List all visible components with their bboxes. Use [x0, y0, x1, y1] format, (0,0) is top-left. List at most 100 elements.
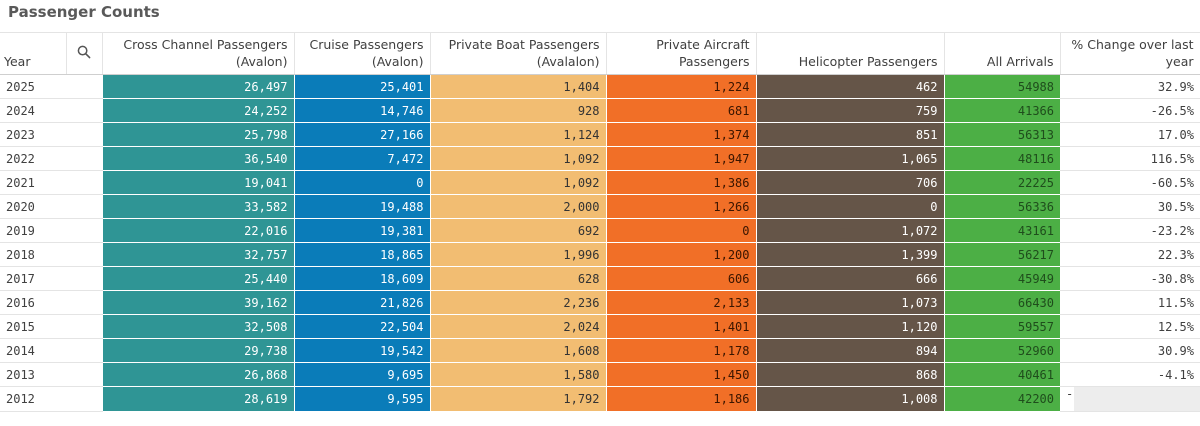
column-header-private-aircraft[interactable]: Private Aircraft Passengers — [606, 32, 757, 75]
cell-cruise: 7,472 — [293, 146, 430, 171]
cell-year[interactable]: 2020 — [0, 194, 66, 219]
table-row[interactable]: 2019 22,016 19,381 692 0 1,072 43161 -23.2% — [0, 218, 1200, 243]
cell-spacer — [66, 362, 102, 387]
cell-private-boat: 1,092 — [429, 170, 606, 195]
column-header-cross-channel[interactable]: Cross Channel Passengers (Avalon) — [102, 32, 295, 75]
cell-spacer — [66, 242, 102, 267]
cell-cross-channel: 39,162 — [101, 290, 294, 315]
table-row[interactable]: 2021 19,041 0 1,092 1,386 706 22225 -60.5% — [0, 170, 1200, 195]
cell-pct-change: -60.5% — [1060, 170, 1200, 195]
table-row[interactable]: 2025 26,497 25,401 1,404 1,224 462 54988 32.9% — [0, 74, 1200, 99]
cell-private-boat: 628 — [429, 266, 606, 291]
cell-spacer — [66, 266, 102, 291]
column-header-helicopter[interactable]: Helicopter Passengers — [756, 32, 945, 75]
cell-spacer — [66, 74, 102, 99]
column-header-all-arrivals[interactable]: All Arrivals — [944, 32, 1061, 75]
cell-cross-channel: 26,868 — [101, 362, 294, 387]
cell-private-boat: 1,124 — [429, 122, 606, 147]
cell-private-aircraft: 1,374 — [605, 122, 756, 147]
cell-all-arrivals: 52960 — [943, 338, 1060, 363]
cell-cross-channel: 19,041 — [101, 170, 294, 195]
table-row[interactable]: 2014 29,738 19,542 1,608 1,178 894 52960 30.9% — [0, 338, 1200, 363]
cell-year[interactable]: 2012 — [0, 386, 66, 412]
cell-private-aircraft: 1,947 — [605, 146, 756, 171]
cell-private-aircraft: 1,224 — [605, 74, 756, 99]
column-header-private-boat[interactable]: Private Boat Passengers (Avalalon) — [430, 32, 607, 75]
cell-year[interactable]: 2017 — [0, 266, 66, 291]
cell-cruise: 9,695 — [293, 362, 430, 387]
cell-helicopter: 1,072 — [755, 218, 944, 243]
passenger-counts-table: Year Cross Channel Passengers (Avalon) C… — [0, 32, 1200, 412]
cell-year[interactable]: 2023 — [0, 122, 66, 147]
cell-all-arrivals: 56336 — [943, 194, 1060, 219]
search-icon — [77, 45, 91, 58]
cell-helicopter: 851 — [755, 122, 944, 147]
table-row[interactable]: 2013 26,868 9,695 1,580 1,450 868 40461 -4.1% — [0, 362, 1200, 387]
cell-year[interactable]: 2015 — [0, 314, 66, 339]
cell-cross-channel: 25,798 — [101, 122, 294, 147]
column-header-pct-change[interactable]: % Change over last year — [1060, 32, 1200, 75]
cell-cross-channel: 32,757 — [101, 242, 294, 267]
cell-cross-channel: 28,619 — [101, 386, 294, 412]
cell-private-boat: 1,092 — [429, 146, 606, 171]
cell-private-boat: 1,996 — [429, 242, 606, 267]
cell-year[interactable]: 2022 — [0, 146, 66, 171]
cell-private-boat: 1,580 — [429, 362, 606, 387]
column-search-button[interactable] — [66, 32, 103, 75]
cell-helicopter: 462 — [755, 74, 944, 99]
cell-cruise: 19,542 — [293, 338, 430, 363]
table-row[interactable]: 2017 25,440 18,609 628 606 666 45949 -30.8% — [0, 266, 1200, 291]
cell-year[interactable]: 2019 — [0, 218, 66, 243]
cell-helicopter: 868 — [755, 362, 944, 387]
cell-private-aircraft: 2,133 — [605, 290, 756, 315]
cell-all-arrivals: 45949 — [943, 266, 1060, 291]
cell-year[interactable]: 2014 — [0, 338, 66, 363]
cell-year[interactable]: 2021 — [0, 170, 66, 195]
cell-cross-channel: 25,440 — [101, 266, 294, 291]
table-row[interactable]: 2016 39,162 21,826 2,236 2,133 1,073 66430 11.5… — [0, 290, 1200, 315]
table-row[interactable]: 2022 36,540 7,472 1,092 1,947 1,065 48116 116.5… — [0, 146, 1200, 171]
cell-pct-change: 30.9% — [1060, 338, 1200, 363]
cell-spacer — [66, 98, 102, 123]
empty-value-shade — [1074, 387, 1200, 411]
cell-cross-channel: 24,252 — [101, 98, 294, 123]
cell-year[interactable]: 2025 — [0, 74, 66, 99]
cell-cross-channel: 33,582 — [101, 194, 294, 219]
table-row[interactable]: 2012 28,619 9,595 1,792 1,186 1,008 42200- — [0, 386, 1200, 412]
cell-private-boat: 2,024 — [429, 314, 606, 339]
cell-cruise: 19,381 — [293, 218, 430, 243]
cell-helicopter: 894 — [755, 338, 944, 363]
table-row[interactable]: 2020 33,582 19,488 2,000 1,266 0 56336 30.5% — [0, 194, 1200, 219]
table-row[interactable]: 2018 32,757 18,865 1,996 1,200 1,399 56217 22.3… — [0, 242, 1200, 267]
cell-private-boat: 1,608 — [429, 338, 606, 363]
cell-spacer — [66, 386, 102, 412]
cell-all-arrivals: 40461 — [943, 362, 1060, 387]
cell-private-aircraft: 1,200 — [605, 242, 756, 267]
table-row[interactable]: 2023 25,798 27,166 1,124 1,374 851 56313 17.0% — [0, 122, 1200, 147]
table-row[interactable]: 2015 32,508 22,504 2,024 1,401 1,120 59557 12.5… — [0, 314, 1200, 339]
cell-private-boat: 928 — [429, 98, 606, 123]
cell-spacer — [66, 314, 102, 339]
cell-private-aircraft: 1,450 — [605, 362, 756, 387]
column-header-year[interactable]: Year — [0, 32, 67, 75]
cell-cruise: 14,746 — [293, 98, 430, 123]
cell-year[interactable]: 2016 — [0, 290, 66, 315]
cell-cross-channel: 29,738 — [101, 338, 294, 363]
cell-private-aircraft: 1,266 — [605, 194, 756, 219]
cell-private-boat: 1,792 — [429, 386, 606, 412]
cell-pct-change: -4.1% — [1060, 362, 1200, 387]
cell-helicopter: 1,120 — [755, 314, 944, 339]
cell-all-arrivals: 48116 — [943, 146, 1060, 171]
column-header-cruise[interactable]: Cruise Passengers (Avalon) — [294, 32, 431, 75]
cell-year[interactable]: 2024 — [0, 98, 66, 123]
cell-all-arrivals: 56217 — [943, 242, 1060, 267]
table-row[interactable]: 2024 24,252 14,746 928 681 759 41366 -26.5% — [0, 98, 1200, 123]
cell-year[interactable]: 2018 — [0, 242, 66, 267]
cell-all-arrivals: 59557 — [943, 314, 1060, 339]
cell-helicopter: 759 — [755, 98, 944, 123]
cell-pct-change: 17.0% — [1060, 122, 1200, 147]
cell-helicopter: 666 — [755, 266, 944, 291]
cell-all-arrivals: 42200 — [943, 386, 1060, 412]
cell-private-aircraft: 1,178 — [605, 338, 756, 363]
cell-year[interactable]: 2013 — [0, 362, 66, 387]
